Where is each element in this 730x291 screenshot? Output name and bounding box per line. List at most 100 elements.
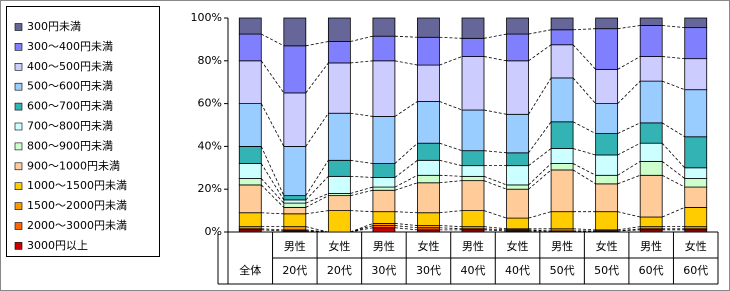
bar-segment — [506, 188, 529, 219]
connector-line — [350, 186, 374, 194]
x-tick-label: 男性 — [373, 239, 395, 253]
connector-line — [394, 225, 418, 229]
bar-segment — [595, 183, 619, 213]
connector-line — [572, 77, 596, 104]
legend-swatch — [14, 23, 23, 31]
connector-line — [528, 229, 552, 232]
bar-segment — [283, 206, 307, 215]
bar-segment — [684, 178, 708, 188]
legend-swatch — [14, 202, 23, 210]
connector-line — [572, 169, 596, 185]
connector-line — [394, 223, 418, 226]
bar-segment — [639, 25, 663, 57]
legend-swatch — [14, 142, 23, 151]
bar-segment — [595, 154, 619, 176]
bar-segment — [684, 89, 708, 138]
y-tick-label: 80% — [198, 54, 222, 67]
legend-label: 3000円以上 — [27, 239, 88, 252]
connector-line — [483, 180, 507, 190]
bar-segment — [684, 136, 708, 169]
x-tick-label: 全体 — [239, 263, 261, 277]
bar-segment — [639, 56, 663, 82]
legend-swatch — [14, 182, 23, 190]
bar-segment — [372, 116, 396, 164]
bar-segment — [417, 17, 440, 38]
connector-line — [305, 229, 329, 233]
bar-segment — [550, 17, 574, 31]
connector-line — [394, 35, 418, 38]
connector-line — [260, 163, 285, 201]
y-tick-label: 60% — [198, 97, 222, 110]
x-tick-label: 女性 — [685, 239, 707, 253]
connector-line — [305, 230, 329, 233]
x-tick-label: 女性 — [328, 239, 350, 253]
bar-segment — [461, 150, 485, 167]
connector-line — [261, 212, 284, 215]
legend-label: 900～1000円未満 — [27, 159, 120, 172]
legend-swatch — [14, 162, 23, 171]
connector-line — [261, 228, 284, 231]
connector-line — [528, 77, 552, 115]
connector-line — [305, 160, 329, 196]
legend-swatch — [14, 122, 23, 131]
connector-line — [350, 225, 374, 233]
bar-segment — [595, 28, 619, 70]
connector-line — [261, 33, 285, 47]
bar-segment — [238, 178, 262, 186]
bar-segment — [595, 103, 619, 134]
x-tick-label: 30代 — [371, 264, 396, 277]
connector-line — [528, 29, 552, 35]
connector-line — [528, 121, 552, 154]
bar-segment — [283, 17, 307, 47]
connector-line — [483, 109, 507, 115]
connector-line — [617, 211, 641, 218]
connector-line — [528, 211, 552, 219]
connector-line — [260, 146, 285, 196]
bar-segment — [417, 101, 440, 144]
y-tick-label: 40% — [198, 139, 222, 152]
connector-line — [439, 101, 463, 111]
bar-segment — [372, 227, 396, 233]
connector-line — [573, 28, 596, 31]
legend-label: 1500～2000円未満 — [27, 199, 127, 212]
connector-line — [439, 142, 463, 152]
connector-line — [439, 174, 463, 177]
x-tick-label: 男性 — [284, 239, 306, 253]
connector-line — [439, 180, 463, 184]
connector-line — [439, 56, 463, 66]
bar-segment — [506, 17, 529, 35]
legend-label: 400～500円未満 — [27, 60, 113, 73]
legend-label: 700～800円未満 — [27, 120, 113, 133]
bar-segment — [238, 184, 262, 214]
connector-line — [350, 112, 373, 117]
bar-segment — [506, 33, 529, 62]
connector-line — [617, 228, 641, 232]
bar-segment — [550, 121, 574, 149]
connector-line — [617, 161, 641, 176]
connector-line — [483, 150, 507, 154]
bar-segment — [327, 112, 351, 161]
bar-segment — [639, 80, 663, 124]
x-tick-label: 女性 — [507, 239, 529, 253]
bar-segment — [283, 199, 307, 204]
bar-segment — [684, 167, 708, 179]
bar-segment — [506, 184, 529, 190]
connector-line — [662, 207, 685, 218]
connector-line — [260, 103, 285, 147]
bar-segment — [461, 180, 485, 211]
bar-segment — [417, 142, 440, 161]
bar-segment — [417, 159, 440, 176]
connector-line — [350, 35, 374, 42]
bar-segment — [327, 195, 351, 211]
x-tick-label: 40代 — [461, 264, 486, 277]
legend-swatch — [14, 62, 23, 71]
legend-box — [6, 6, 160, 257]
bar-segment — [506, 60, 529, 115]
connector-line — [661, 174, 685, 188]
connector-line — [573, 228, 596, 231]
connector-line — [394, 227, 418, 231]
connector-line — [350, 189, 374, 197]
connector-line — [260, 178, 285, 204]
connector-line — [305, 176, 329, 201]
